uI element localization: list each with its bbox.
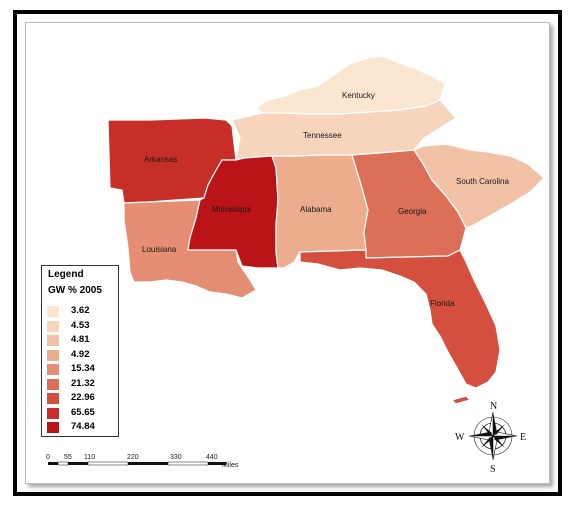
legend-row: 4.92 [47, 348, 117, 362]
legend-swatch [47, 364, 59, 375]
scale-tick-5: 440 [206, 454, 218, 461]
legend-row: 4.53 [47, 319, 117, 333]
scale-tick-2: 110 [84, 454, 95, 461]
label-kentucky: Kentucky [342, 91, 375, 100]
legend-value: 74.84 [71, 421, 95, 432]
state-kentucky[interactable] [254, 55, 446, 115]
legend-value: 4.53 [71, 319, 90, 331]
legend-row: 21.32 [47, 377, 117, 391]
legend-swatch [47, 320, 59, 332]
legend-value: 65.65 [71, 406, 95, 418]
compass-s: S [490, 464, 496, 475]
label-alabama: Alabama [300, 205, 332, 214]
legend-row: 22.96 [47, 392, 117, 405]
state-florida[interactable] [299, 249, 501, 389]
compass-rose: N S E W [455, 401, 526, 475]
legend-swatch [47, 306, 59, 317]
legend-swatch [47, 407, 59, 419]
label-south-carolina: South Carolina [456, 177, 509, 186]
legend-value: 15.34 [71, 363, 95, 374]
label-florida: Florida [430, 299, 455, 308]
legend-swatch [47, 349, 59, 361]
legend-swatch [47, 378, 59, 390]
state-florida-keys [450, 395, 472, 405]
legend-value: 21.32 [71, 377, 95, 389]
state-south-carolina[interactable] [413, 143, 545, 229]
label-louisiana: Louisiana [142, 245, 177, 254]
compass-w: W [455, 432, 465, 443]
scale-tick-0: 0 [46, 454, 50, 461]
label-mississippi: Mississippi [212, 205, 251, 214]
legend-value: 4.81 [71, 334, 90, 345]
scale-tick-3: 220 [127, 454, 139, 461]
legend-title: Legend [48, 269, 84, 280]
legend-swatch [47, 335, 59, 346]
scale-tick-4: 330 [170, 454, 182, 461]
scale-tick-1: 55 [64, 454, 72, 461]
label-tennessee: Tennessee [303, 131, 342, 140]
legend-value: 22.96 [71, 392, 95, 403]
legend: Legend GW % 2005 3.62 4.53 4.81 4.92 15.34 21… [41, 265, 119, 437]
legend-row: 3.62 [47, 305, 117, 318]
legend-row: 74.84 [47, 421, 117, 434]
label-arkansas: Arkansas [144, 155, 177, 164]
compass-e: E [520, 432, 526, 443]
label-georgia: Georgia [398, 207, 427, 216]
scale-bar: 0 55 110 220 330 440 Miles [46, 454, 239, 469]
legend-row: 65.65 [47, 406, 117, 420]
legend-row: 4.81 [47, 334, 117, 347]
legend-value: 4.92 [71, 348, 90, 360]
legend-value: 3.62 [71, 305, 90, 316]
legend-swatch [47, 393, 59, 404]
compass-n: N [490, 401, 497, 412]
legend-row: 15.34 [47, 363, 117, 376]
scale-unit: Miles [222, 462, 239, 469]
legend-subtitle: GW % 2005 [48, 285, 102, 296]
legend-swatch [47, 422, 59, 433]
